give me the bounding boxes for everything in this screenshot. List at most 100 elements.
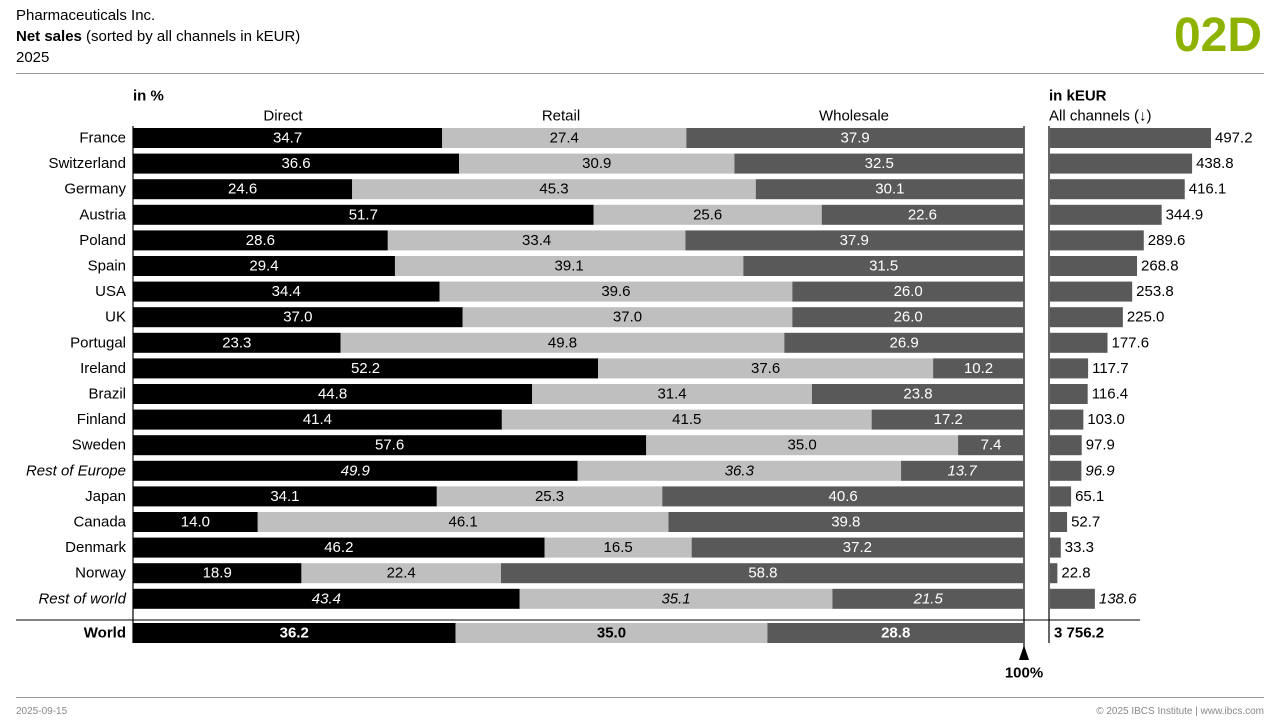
series-header-retail: Retail — [542, 108, 580, 125]
kEUR-value-label-rest-of-world: 138.6 — [1099, 590, 1137, 607]
value-label-switzerland-retail: 30.9 — [582, 155, 611, 172]
bar-germany-wholesale — [755, 179, 1024, 200]
bar-switzerland-retail — [459, 153, 735, 174]
value-label-finland-direct: 41.4 — [303, 411, 332, 428]
bar-usa-wholesale — [792, 281, 1024, 302]
kEUR-bar-poland — [1050, 230, 1144, 251]
value-label-canada-wholesale: 39.8 — [831, 514, 860, 531]
category-label-ireland: Ireland — [80, 360, 126, 377]
bar-japan-wholesale — [662, 486, 1024, 507]
value-label-finland-wholesale: 17.2 — [934, 411, 963, 428]
bar-rest-of-europe-wholesale — [901, 460, 1024, 481]
value-label-japan-retail: 25.3 — [535, 488, 564, 505]
category-label-austria: Austria — [79, 206, 126, 223]
value-label-sweden-wholesale: 7.4 — [981, 437, 1002, 454]
value-label-brazil-wholesale: 23.8 — [903, 386, 932, 403]
kEUR-value-label-uk: 225.0 — [1127, 309, 1165, 326]
value-label-denmark-direct: 46.2 — [324, 539, 353, 556]
value-label-sweden-retail: 35.0 — [788, 437, 817, 454]
value-label-poland-direct: 28.6 — [246, 232, 275, 249]
bar-world-wholesale — [767, 623, 1024, 643]
value-label-ireland-direct: 52.2 — [351, 360, 380, 377]
kEUR-bar-brazil — [1050, 384, 1088, 404]
bar-sweden-direct — [133, 435, 647, 456]
category-label-canada: Canada — [73, 514, 126, 531]
value-label-denmark-wholesale: 37.2 — [843, 539, 872, 556]
bar-finland-retail — [501, 409, 872, 430]
kEUR-bar-norway — [1050, 563, 1058, 584]
bar-poland-wholesale — [685, 230, 1024, 251]
bar-ireland-retail — [598, 358, 934, 379]
category-label-spain: Spain — [88, 258, 126, 275]
bar-uk-wholesale — [792, 307, 1024, 328]
bar-poland-retail — [387, 230, 686, 251]
kEUR-bar-germany — [1050, 179, 1185, 200]
category-label-rest-of-europe: Rest of Europe — [26, 462, 126, 479]
bar-uk-direct — [133, 307, 463, 328]
bar-poland-direct — [133, 230, 388, 251]
bar-ireland-direct — [133, 358, 599, 379]
value-label-norway-direct: 18.9 — [203, 565, 232, 582]
bar-japan-retail — [436, 486, 663, 507]
bar-rest-of-world-wholesale — [832, 588, 1024, 609]
bar-canada-retail — [257, 512, 669, 532]
kEUR-bar-austria — [1050, 204, 1162, 225]
bar-sweden-retail — [646, 435, 959, 456]
kEUR-value-label-ireland: 117.7 — [1092, 360, 1128, 377]
bar-world-direct — [133, 623, 456, 643]
percent-unit-label: in % — [133, 88, 164, 105]
bar-france-wholesale — [686, 128, 1024, 148]
value-label-rest-of-europe-retail: 36.3 — [725, 462, 755, 479]
category-label-rest-of-world: Rest of world — [38, 590, 126, 607]
value-label-austria-direct: 51.7 — [349, 206, 378, 223]
bar-brazil-direct — [133, 384, 533, 404]
kEUR-bar-finland — [1050, 409, 1084, 430]
footer-rule — [16, 697, 1264, 698]
bar-norway-wholesale — [500, 563, 1025, 584]
kEUR-bar-rest-of-europe — [1050, 460, 1082, 481]
value-label-world-direct: 36.2 — [280, 625, 309, 642]
category-label-brazil: Brazil — [88, 386, 126, 403]
period-label: 2025 — [16, 49, 50, 66]
value-label-rest-of-world-direct: 43.4 — [312, 590, 341, 607]
category-label-portugal: Portugal — [70, 334, 126, 351]
kEUR-value-label-sweden: 97.9 — [1086, 437, 1115, 454]
value-label-rest-of-europe-wholesale: 13.7 — [947, 462, 977, 479]
bar-france-direct — [133, 128, 443, 148]
footer-date: 2025-09-15 — [16, 706, 68, 717]
value-label-canada-retail: 46.1 — [449, 514, 478, 531]
bar-brazil-retail — [532, 384, 812, 404]
hundred-percent-label: 100% — [1005, 665, 1043, 682]
value-label-switzerland-direct: 36.6 — [281, 155, 310, 172]
bar-spain-direct — [133, 256, 395, 276]
value-label-usa-direct: 34.4 — [272, 283, 301, 300]
category-label-world: World — [84, 625, 126, 642]
value-label-uk-direct: 37.0 — [283, 309, 312, 326]
value-label-brazil-direct: 44.8 — [318, 386, 347, 403]
bar-portugal-retail — [340, 332, 785, 353]
kEUR-bar-france — [1050, 128, 1211, 148]
kEUR-value-label-usa: 253.8 — [1136, 283, 1174, 300]
kEUR-value-label-france: 497.2 — [1215, 130, 1253, 147]
bar-world-retail — [455, 623, 768, 643]
kEUR-bar-denmark — [1050, 537, 1061, 558]
value-label-spain-direct: 29.4 — [249, 258, 278, 275]
bar-rest-of-europe-retail — [577, 460, 902, 481]
kEUR-unit-label: in kEUR — [1049, 88, 1107, 105]
value-label-france-retail: 27.4 — [550, 130, 579, 147]
category-label-germany: Germany — [64, 181, 126, 198]
bar-austria-wholesale — [821, 204, 1024, 225]
bar-rest-of-world-retail — [519, 588, 833, 609]
header-rule — [16, 73, 1264, 74]
series-header-direct: Direct — [263, 108, 303, 125]
value-label-ireland-wholesale: 10.2 — [964, 360, 993, 377]
kEUR-bar-spain — [1050, 256, 1138, 276]
kEUR-value-label-finland: 103.0 — [1087, 411, 1125, 428]
bar-rest-of-europe-direct — [133, 460, 578, 481]
page-code: 02D — [1173, 9, 1262, 62]
bar-spain-wholesale — [743, 256, 1024, 276]
kEUR-bar-uk — [1050, 307, 1123, 328]
company-name: Pharmaceuticals Inc. — [16, 7, 156, 24]
category-label-denmark: Denmark — [65, 539, 126, 556]
category-label-switzerland: Switzerland — [48, 155, 126, 172]
